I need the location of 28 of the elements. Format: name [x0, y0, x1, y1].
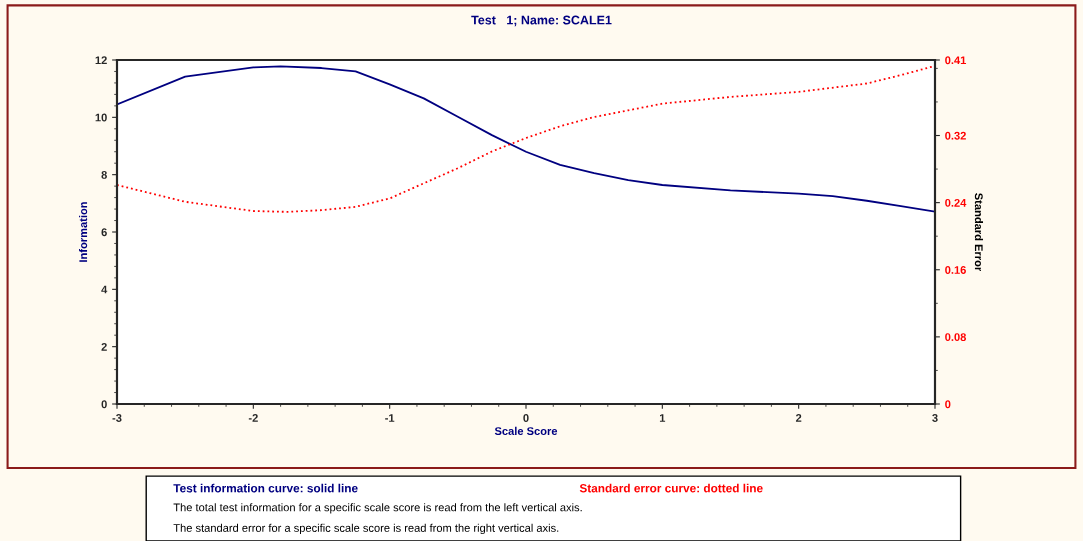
y2-tick-label: 0.32	[945, 131, 966, 140]
text: Standard error curve: dotted line	[579, 483, 763, 493]
text: Test information curve: solid line	[173, 483, 358, 493]
y-tick-label: 10	[95, 113, 107, 122]
chart-title: Test 1; Name: SCALE1	[471, 15, 612, 27]
x-tick-label: -2	[248, 414, 258, 422]
x-axis-title: Scale Score	[494, 426, 558, 436]
x-tick-label: 3	[932, 414, 938, 422]
y-tick-label: 4	[101, 285, 108, 294]
y2-tick-label: 0.08	[945, 333, 967, 342]
y2-tick-label: 0.16	[945, 266, 966, 274]
y-axis-title: Information	[79, 202, 88, 262]
x-tick-label: 1	[659, 414, 666, 422]
y2-axis-title: Standard Error	[974, 193, 984, 272]
x-tick-label: 0	[523, 414, 529, 422]
text: The standard error for a specific scale score is read from the right vertical axis.	[173, 523, 559, 535]
x-tick-label: -3	[112, 414, 122, 422]
y-tick-label: 0	[101, 400, 107, 409]
y-tick-label: 6	[101, 228, 107, 237]
y2-tick-label: 0.41	[945, 56, 967, 65]
x-tick-label: -1	[385, 414, 395, 422]
text: The total test information for a specific scale score is read from the left vertical axis.	[173, 503, 582, 514]
y-tick-label: 12	[95, 56, 107, 65]
y-tick-label: 8	[101, 170, 107, 179]
y2-tick-label: 0.24	[945, 198, 967, 207]
y2-tick-label: 0	[945, 400, 951, 409]
y-tick-label: 2	[101, 342, 107, 351]
x-tick-label: 2	[795, 414, 802, 422]
